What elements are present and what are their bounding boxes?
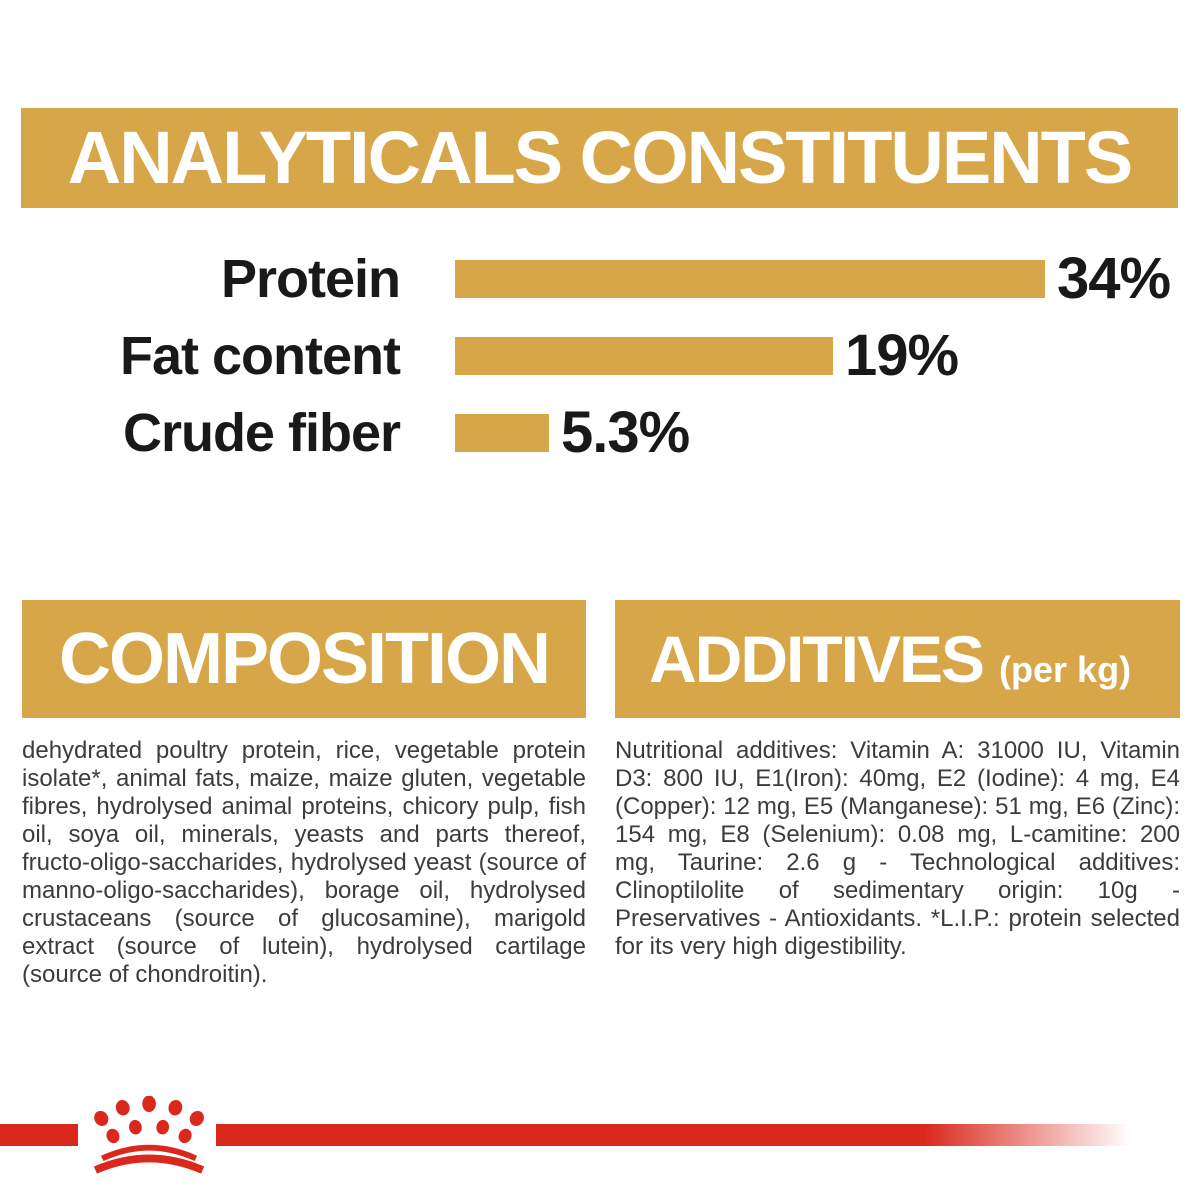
chart-category-label: Crude fiber xyxy=(122,402,401,463)
chart-bar-area: 19% xyxy=(455,322,959,388)
composition-title: COMPOSITION xyxy=(58,619,551,699)
footer-red-line-right xyxy=(216,1124,1200,1146)
chart-row: Crude fiber 5.3% xyxy=(0,394,1200,471)
composition-section: COMPOSITION dehydrated poultry protein, … xyxy=(22,600,586,989)
royal-canin-crown-logo xyxy=(93,1096,205,1174)
additives-banner-text: ADDITIVES (per kg) xyxy=(649,626,1131,692)
additives-title: ADDITIVES xyxy=(649,622,985,696)
chart-bar xyxy=(455,413,549,452)
chart-bar-area: 34% xyxy=(455,245,1171,311)
chart-category-label: Fat content xyxy=(120,325,401,386)
analyticals-header-banner: ANALYTICALS CONSTITUENTS xyxy=(21,108,1178,208)
composition-body: dehydrated poultry protein, rice, vegeta… xyxy=(22,737,586,988)
chart-category-label: Protein xyxy=(220,248,401,309)
additives-subtitle: (per kg) xyxy=(999,649,1132,690)
additives-section: ADDITIVES (per kg) Nutritional additives… xyxy=(615,600,1180,961)
chart-value-label: 5.3% xyxy=(561,399,690,465)
composition-banner: COMPOSITION xyxy=(22,600,586,718)
chart-value-label: 19% xyxy=(845,322,959,388)
page-title: ANALYTICALS CONSTITUENTS xyxy=(67,116,1133,199)
additives-banner: ADDITIVES (per kg) xyxy=(615,600,1180,718)
bar-chart: Protein 34% Fat content 19% Crude fiber 5.3% xyxy=(0,240,1200,471)
additives-body: Nutritional additives: Vitamin A: 31000 … xyxy=(615,737,1180,960)
chart-bar xyxy=(455,259,1045,298)
chart-row: Protein 34% xyxy=(0,240,1200,317)
chart-value-label: 34% xyxy=(1057,245,1171,311)
chart-bar xyxy=(455,336,833,375)
footer-red-line-left xyxy=(0,1124,78,1146)
chart-row: Fat content 19% xyxy=(0,317,1200,394)
chart-bar-area: 5.3% xyxy=(455,399,690,465)
